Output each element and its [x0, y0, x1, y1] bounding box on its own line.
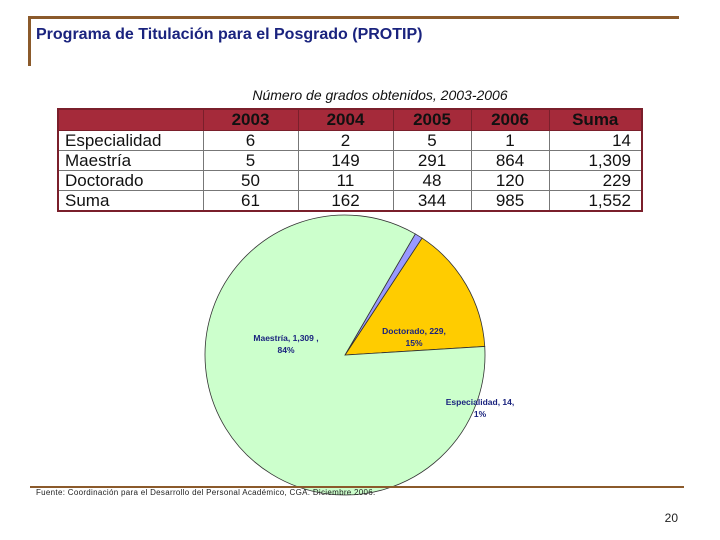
pie-label-doctorado: Doctorado, 229, 15%	[382, 326, 446, 348]
table-cell: 162	[297, 190, 394, 212]
header-cell: 2006	[470, 108, 550, 131]
table-row: Maestría 5 149 291 864 1,309	[57, 150, 643, 171]
pie-slice-maestria	[204, 214, 486, 496]
grades-table: 2003 2004 2005 2006 Suma Especialidad 6 …	[57, 108, 643, 212]
table-cell: 229	[548, 170, 643, 191]
header-cell: 2004	[297, 108, 394, 131]
header-cell: 2005	[392, 108, 472, 131]
left-border	[28, 16, 31, 66]
table-cell: 120	[470, 170, 550, 191]
table-row: Doctorado 50 11 48 120 229	[57, 170, 643, 191]
source-note: Fuente: Coordinación para el Desarrollo …	[36, 488, 376, 497]
footer-divider	[30, 486, 684, 488]
table-cell: 50	[202, 170, 299, 191]
row-label: Doctorado	[57, 170, 204, 191]
top-border	[28, 16, 679, 19]
pie-slice-doctorado	[344, 237, 486, 356]
table-cell: 985	[470, 190, 550, 212]
table-cell: 1,552	[548, 190, 643, 212]
table-cell: 61	[202, 190, 299, 212]
header-cell	[57, 108, 204, 131]
page-number: 20	[664, 511, 678, 525]
pie-label-especialidad: Especialidad, 14, 1%	[446, 397, 515, 419]
table-cell: 48	[392, 170, 472, 191]
table-cell: 11	[297, 170, 394, 191]
table-caption: Número de grados obtenidos, 2003-2006	[252, 87, 508, 103]
pie-label-maestria: Maestría, 1,309 , 84%	[253, 333, 318, 355]
table-row: Suma 61 162 344 985 1,552	[57, 190, 643, 212]
table-cell: 344	[392, 190, 472, 212]
slide-title: Programa de Titulación para el Posgrado …	[36, 26, 423, 43]
row-label: Maestría	[57, 150, 204, 171]
row-label: Especialidad	[57, 130, 204, 151]
table-cell: 1,309	[548, 150, 643, 171]
